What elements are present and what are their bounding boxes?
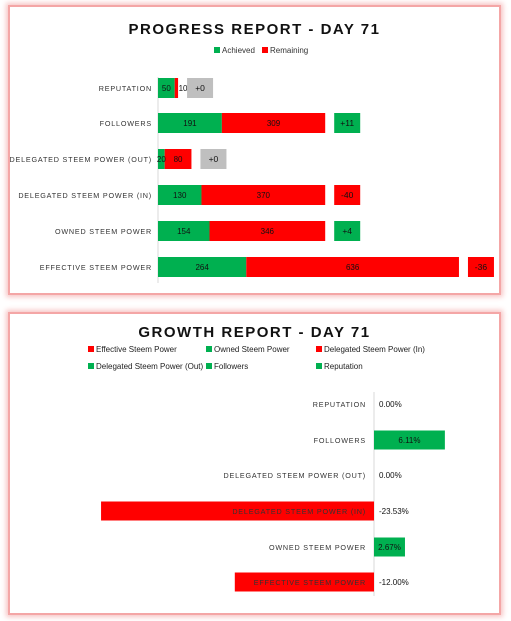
- value-label-effective-steem-power: -12.00%: [379, 578, 409, 587]
- category-label-delegated-steem-power-out: DELEGATED STEEM POWER (OUT): [10, 155, 152, 164]
- legend-label-followers: Followers: [214, 362, 248, 371]
- legend-swatch-remaining: [262, 47, 268, 53]
- change-label-delegated-steem-power-in: -40: [341, 190, 354, 200]
- change-box-delegated-steem-power-out: [200, 149, 227, 169]
- bar-effective-steem-power: [234, 572, 374, 592]
- bar-remaining-owned-steem-power: [209, 221, 326, 241]
- value-label-delegated-steem-power-out: 0.00%: [379, 471, 402, 480]
- value-label-followers: 6.11%: [398, 436, 420, 445]
- legend-swatch-delegated-steem-power-in: [316, 346, 322, 352]
- category-label-reputation: REPUTATION: [313, 400, 366, 409]
- data-label-achieved-reputation: 50: [162, 84, 171, 93]
- bar-remaining-delegated-steem-power-out: [164, 149, 192, 169]
- change-box-followers: [334, 113, 361, 133]
- data-label-remaining-reputation: 10: [179, 84, 188, 93]
- legend-swatch-owned-steem-power: [206, 346, 212, 352]
- bar-achieved-owned-steem-power: [158, 221, 210, 241]
- data-label-remaining-delegated-steem-power-out: 80: [174, 155, 183, 164]
- category-label-owned-steem-power: OWNED STEEM POWER: [55, 227, 152, 236]
- data-label-remaining-effective-steem-power: 636: [346, 263, 360, 272]
- data-label-remaining-owned-steem-power: 346: [261, 227, 275, 236]
- value-label-reputation: 0.00%: [379, 400, 402, 409]
- progress-report-panel: PROGRESS REPORT - DAY 71 Achieved Remaini…: [8, 5, 501, 295]
- legend-swatch-followers: [206, 363, 212, 369]
- bar-achieved-reputation: [158, 78, 175, 98]
- legend-label-owned-steem-power: Owned Steem Power: [214, 345, 290, 354]
- data-label-achieved-delegated-steem-power-out: 20: [157, 155, 166, 164]
- progress-report-title: PROGRESS REPORT - DAY 71: [128, 21, 381, 38]
- change-box-delegated-steem-power-in: [334, 185, 361, 205]
- bar-achieved-effective-steem-power: [158, 257, 247, 277]
- legend-label-delegated-steem-power-in: Delegated Steem Power (In): [324, 345, 425, 354]
- category-label-delegated-steem-power-out: DELEGATED STEEM POWER (OUT): [224, 471, 366, 480]
- bar-remaining-delegated-steem-power-in: [201, 185, 326, 205]
- growth-report-title: GROWTH REPORT - DAY 71: [138, 324, 371, 341]
- progress-chart: Achieved Remaining REPUTATION 50 10 +0 FOLLOWE…: [10, 46, 494, 283]
- legend-label-achieved: Achieved: [222, 46, 255, 55]
- data-label-achieved-followers: 191: [183, 119, 197, 128]
- growth-report-panel: GROWTH REPORT - DAY 71 Effective Steem P…: [8, 312, 501, 615]
- change-box-reputation: [187, 78, 214, 98]
- legend-swatch-delegated-steem-power-out: [88, 363, 94, 369]
- category-label-delegated-steem-power-in: DELEGATED STEEM POWER (IN): [18, 191, 152, 200]
- bar-delegated-steem-power-in: [101, 501, 374, 521]
- data-label-achieved-owned-steem-power: 154: [177, 227, 191, 236]
- bar-remaining-reputation: [174, 78, 179, 98]
- data-label-achieved-effective-steem-power: 264: [195, 263, 209, 272]
- change-box-owned-steem-power: [334, 221, 361, 241]
- value-label-delegated-steem-power-in: -23.53%: [379, 507, 409, 516]
- category-label-owned-steem-power: OWNED STEEM POWER: [269, 543, 366, 552]
- change-label-effective-steem-power: -36: [475, 262, 488, 272]
- category-label-delegated-steem-power-in: DELEGATED STEEM POWER (IN): [232, 507, 366, 516]
- legend-swatch-effective-steem-power: [88, 346, 94, 352]
- bar-owned-steem-power: [374, 537, 405, 557]
- category-label-reputation: REPUTATION: [99, 84, 152, 93]
- change-box-effective-steem-power: [467, 257, 494, 277]
- change-label-delegated-steem-power-out: +0: [209, 154, 219, 164]
- legend-label-reputation: Reputation: [324, 362, 363, 371]
- category-label-effective-steem-power: EFFECTIVE STEEM POWER: [254, 578, 366, 587]
- bar-achieved-delegated-steem-power-in: [158, 185, 202, 205]
- legend-swatch-reputation: [316, 363, 322, 369]
- legend-label-effective-steem-power: Effective Steem Power: [96, 345, 177, 354]
- bar-achieved-followers: [158, 113, 222, 133]
- change-label-followers: +11: [340, 118, 354, 128]
- category-label-effective-steem-power: EFFECTIVE STEEM POWER: [40, 263, 152, 272]
- growth-chart: Effective Steem Power Owned Steem Power De…: [88, 345, 445, 596]
- bar-achieved-delegated-steem-power-out: [158, 149, 165, 169]
- bar-remaining-followers: [221, 113, 326, 133]
- legend-label-delegated-steem-power-out: Delegated Steem Power (Out): [96, 362, 203, 371]
- change-label-owned-steem-power: +4: [342, 226, 352, 236]
- data-label-remaining-delegated-steem-power-in: 370: [257, 191, 271, 200]
- legend-swatch-achieved: [214, 47, 220, 53]
- bar-remaining-effective-steem-power: [246, 257, 459, 277]
- change-label-reputation: +0: [195, 83, 205, 93]
- legend-label-remaining: Remaining: [270, 46, 308, 55]
- category-label-followers: FOLLOWERS: [314, 436, 366, 445]
- value-label-owned-steem-power: 2.67%: [378, 543, 401, 552]
- category-label-followers: FOLLOWERS: [100, 119, 152, 128]
- data-label-remaining-followers: 309: [267, 119, 281, 128]
- data-label-achieved-delegated-steem-power-in: 130: [173, 191, 187, 200]
- bar-followers: [374, 430, 445, 450]
